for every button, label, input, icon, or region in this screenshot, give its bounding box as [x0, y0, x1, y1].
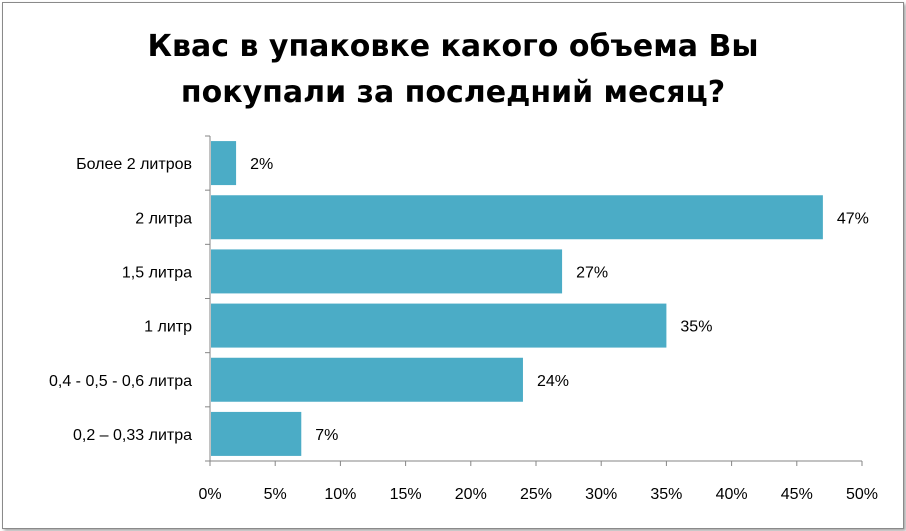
category-label: 0,4 - 0,5 - 0,6 литра: [49, 373, 192, 390]
bar: [211, 303, 667, 348]
category-label: 0,2 – 0,33 литра: [73, 427, 192, 444]
data-label: 27%: [576, 264, 608, 281]
chart-title: Квас в упаковке какого объема Вы покупал…: [0, 24, 906, 116]
data-label: 2%: [250, 156, 273, 173]
data-label: 7%: [315, 427, 338, 444]
x-tick-label: 50%: [846, 486, 878, 503]
bar: [211, 195, 823, 240]
x-tick-label: 45%: [781, 486, 813, 503]
x-tick-label: 30%: [585, 486, 617, 503]
category-label: 2 литра: [135, 210, 192, 227]
x-tick-label: 25%: [520, 486, 552, 503]
x-tick-label: 40%: [716, 486, 748, 503]
bar: [211, 141, 237, 186]
bar: [211, 249, 563, 294]
category-label: 1,5 литра: [122, 264, 192, 281]
chart-title-line-1: Квас в упаковке какого объема Вы: [147, 29, 759, 64]
data-label: 47%: [837, 210, 869, 227]
x-tick-label: 0%: [198, 486, 221, 503]
chart-title-line-2: покупали за последний месяц?: [180, 75, 726, 110]
category-label: 1 литр: [144, 319, 192, 336]
x-tick-label: 5%: [264, 486, 287, 503]
x-tick-label: 10%: [324, 486, 356, 503]
bar: [211, 411, 302, 456]
x-tick-label: 15%: [390, 486, 422, 503]
x-tick-label: 20%: [455, 486, 487, 503]
data-label: 35%: [680, 319, 712, 336]
category-label: Более 2 литров: [76, 156, 192, 173]
bar: [211, 357, 523, 402]
x-tick-label: 35%: [650, 486, 682, 503]
data-label: 24%: [537, 373, 569, 390]
